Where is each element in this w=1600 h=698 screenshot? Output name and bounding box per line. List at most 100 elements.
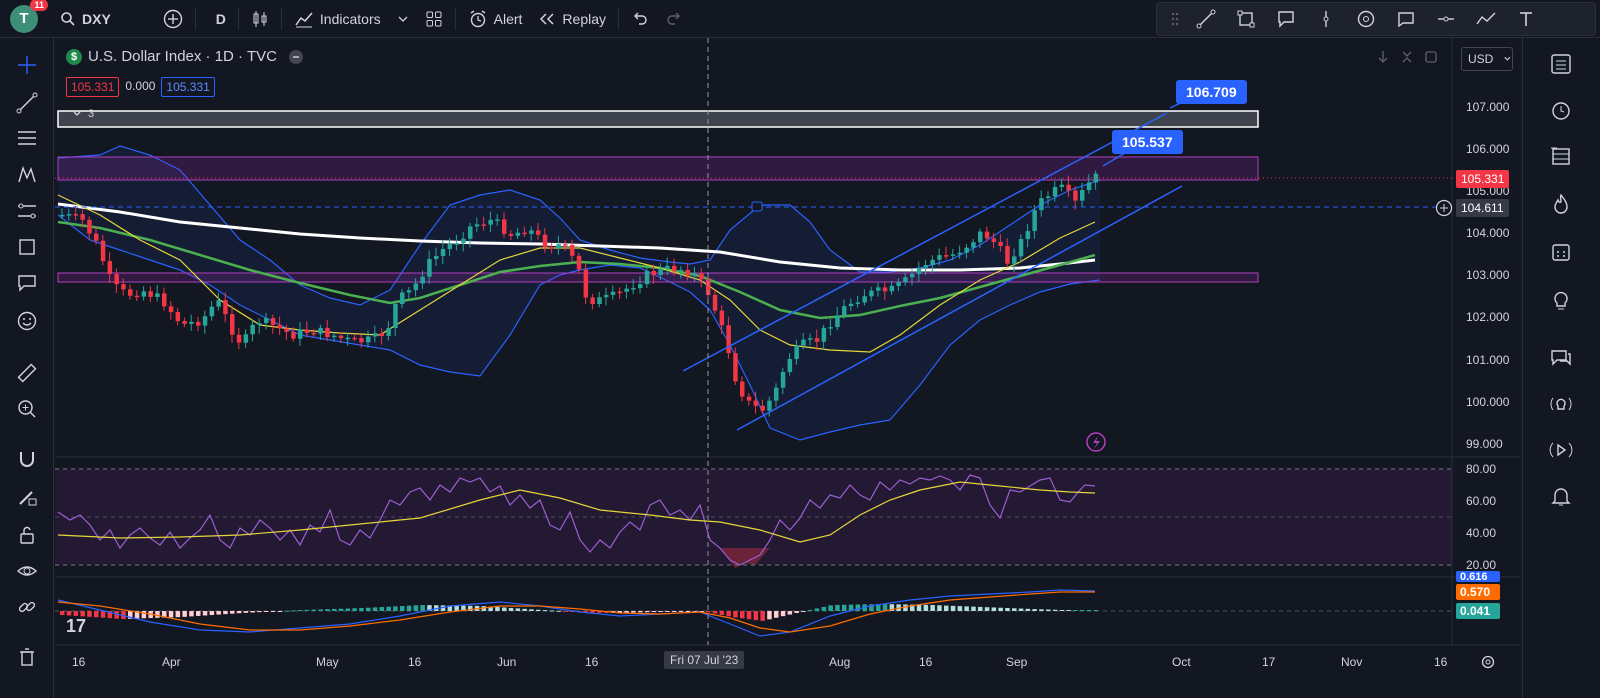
path-tool[interactable] [1467,4,1505,34]
text-tool[interactable] [1507,4,1545,34]
resistance-zone[interactable] [57,156,1259,181]
candle-body [835,315,840,328]
interval-button[interactable]: D [208,0,234,38]
drag-handle[interactable] [1165,4,1185,34]
circle-tool[interactable] [1347,4,1385,34]
macd-line [57,589,1096,637]
candle-body [719,310,725,326]
note-tool[interactable] [1387,4,1425,34]
chats-button[interactable] [1543,342,1579,374]
watchlist-button[interactable] [1543,48,1579,80]
symbol-search[interactable]: DXY [52,0,119,38]
layouts-button[interactable] [417,0,451,38]
macd-histogram-bar [801,611,806,612]
redo-button[interactable] [657,0,691,38]
price-axis-label: 103.000 [1466,268,1510,282]
macd-histogram-bar [1032,609,1037,611]
rectangle-icon [1237,10,1255,28]
macd-histogram-bar [223,611,228,615]
macd-histogram-bar [1052,609,1058,611]
chart-type-button[interactable] [243,0,277,38]
candle-body [794,345,799,360]
macd-histogram-bar [338,608,344,611]
trendline-tool[interactable] [11,88,43,118]
user-avatar[interactable]: T 11 [10,0,48,33]
ideas-button[interactable] [1543,284,1579,316]
macd-histogram-bar [767,611,772,620]
symbol-legend[interactable]: $ U.S. Dollar Index · 1D · TVC [66,48,303,65]
compare-button[interactable] [155,0,191,38]
drawing-mode-tool[interactable] [11,482,43,512]
magnet-icon [20,452,34,467]
crosshair-tool[interactable] [11,50,43,80]
pattern-tool[interactable] [11,160,43,190]
candle-body [529,230,534,234]
zoom-tool[interactable] [11,394,43,424]
sync-tool[interactable] [11,592,43,622]
alert-marker[interactable] [751,201,763,212]
candle-body [114,274,119,285]
price-chart[interactable]: 17 [55,38,1521,698]
price-callout-upper[interactable]: 106.709 [1176,80,1247,104]
time-axis-label: Aug [829,655,851,669]
trendline-tool[interactable] [1187,4,1225,34]
macd-histogram-bar [984,607,990,611]
macd-histogram-bar [916,604,922,611]
macd-histogram-bar [1093,610,1099,611]
forecast-tool[interactable] [11,196,43,226]
notifications-button[interactable] [1543,480,1579,512]
alerts-button[interactable] [1543,94,1579,126]
maximize-icon[interactable] [1424,49,1438,65]
hotlists-button[interactable] [1543,188,1579,220]
channel-lower-line[interactable] [736,185,1183,431]
vertical-line-icon [1323,11,1329,27]
fib-tool[interactable] [11,124,43,154]
candle-body [141,291,147,297]
ma-white-line [57,202,1096,272]
eye-icon [16,566,38,576]
macd-histogram-bar [794,611,799,614]
measure-tool[interactable] [11,358,43,388]
group-label[interactable]: 3 [72,108,94,120]
replay-button[interactable]: Replay [530,0,614,38]
drawing-group-box[interactable] [57,110,1259,128]
macd-histogram-bar [345,608,351,611]
lock-tool[interactable] [11,520,43,550]
currency-select[interactable]: USD [1461,47,1513,71]
bollinger-band-fill [58,146,1100,440]
remove-tool[interactable] [11,642,43,672]
calendar-button[interactable] [1543,236,1579,268]
macd-histogram-bar [971,606,976,611]
collapse-button[interactable] [288,49,303,64]
add-alert-icon[interactable] [1435,199,1453,217]
arrow-down-icon[interactable] [1376,49,1390,65]
undo-button[interactable] [623,0,657,38]
macd-histogram-bar [304,609,310,611]
icon-tool[interactable] [11,306,43,336]
indicators-button[interactable]: Indicators [286,0,417,38]
rectangle-tool[interactable] [1227,4,1265,34]
streams-button[interactable] [1543,388,1579,420]
event-marker[interactable] [1086,432,1106,452]
callout-tool[interactable] [1267,4,1305,34]
ma-green-line [57,220,1096,320]
macd-histogram-bar [760,611,765,621]
price-callout-lower[interactable]: 105.537 [1112,130,1183,154]
rewind-icon [540,12,554,25]
alert-button[interactable]: Alert [460,0,531,38]
visibility-tool[interactable] [11,556,43,586]
datawindow-button[interactable] [1543,140,1579,172]
magnet-tool[interactable] [11,444,43,474]
candle-body [971,242,976,248]
channel-upper-line[interactable] [682,112,1168,372]
macd-histogram-bar [121,611,126,619]
collapse-icon[interactable] [1400,49,1414,65]
support-zone[interactable] [57,272,1259,283]
vertical-line-tool[interactable] [1307,4,1345,34]
calendar-events-button[interactable] [1543,434,1579,466]
annotation-tool[interactable] [11,268,43,298]
settings-icon[interactable] [1480,654,1496,670]
horizontal-ray-tool[interactable] [1427,4,1465,34]
candle-body [216,300,221,307]
shapes-tool[interactable] [11,232,43,262]
